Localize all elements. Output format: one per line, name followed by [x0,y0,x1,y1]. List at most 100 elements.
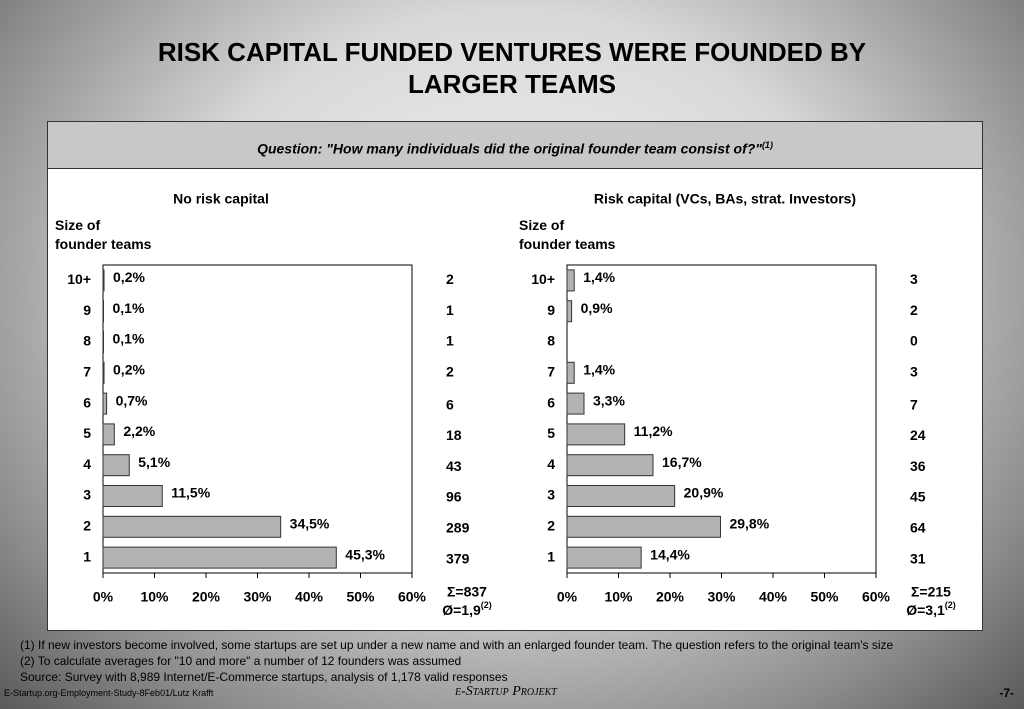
footer-logo: e-Startup Projekt [455,684,557,699]
y-axis-label-line: founder teams [55,236,152,252]
footer-left: E-Startup.org-Employment-Study-8Feb01/Lu… [4,688,214,698]
y-axis-label: Size of founder teams [55,217,152,252]
question-band: Question: "How many individuals did the … [48,122,982,169]
y-tick-label: 8 [83,333,91,349]
value-label: 3,3% [593,392,625,408]
bar [102,485,163,507]
avg-label-group: Ø=3,1(2) [906,600,956,617]
avg-label-group: Ø=1,9(2) [442,600,492,617]
y-tick-label: 10+ [67,271,91,287]
y-axis-label-line: Size of [55,217,100,233]
count-label: 7 [910,396,918,412]
bar [566,515,721,538]
bar [102,515,282,538]
value-label: 20,9% [684,485,724,501]
count-label: 1 [446,333,454,349]
content-box: Question: "How many individuals did the … [47,121,983,631]
bar [566,361,575,384]
question-note: (1) [761,140,773,150]
value-label: 45,3% [345,546,385,562]
footnote: (2) To calculate averages for "10 and mo… [20,654,462,668]
chart-title: No risk capital [173,191,269,207]
y-tick-label: 4 [547,456,555,472]
value-label: 0,7% [116,392,148,408]
x-tick-label: 60% [398,589,427,605]
y-tick-label: 8 [547,333,555,349]
value-label: 1,4% [583,269,615,285]
count-label: 43 [446,458,462,474]
count-label: 1 [446,302,454,318]
bar [102,454,130,477]
count-label: 64 [910,520,926,536]
count-label: 96 [446,489,462,505]
bar [566,423,626,446]
count-label: 289 [446,520,470,536]
count-label: 2 [446,271,454,287]
value-label: 0,2% [113,362,145,378]
value-label: 16,7% [662,454,702,470]
count-label: 2 [446,364,454,380]
x-tick-label: 20% [656,589,685,605]
value-label: 0,2% [113,269,145,285]
bar [566,300,573,323]
bar [566,392,585,415]
bar [102,300,105,323]
y-tick-label: 3 [547,487,555,503]
count-label: 31 [910,550,926,566]
value-label: 11,2% [634,423,673,439]
x-tick-label: 10% [604,589,633,605]
y-tick-label: 6 [83,394,91,410]
count-label: 6 [446,396,454,412]
avg-note: (2) [945,600,956,610]
count-label: 379 [446,550,470,566]
slide-title: RISK CAPITAL FUNDED VENTURES WERE FOUNDE… [157,37,867,99]
bar [566,546,642,569]
sum-label: Σ=837 [447,584,487,600]
footnote: (1) If new investors become involved, so… [20,638,894,652]
x-tick-label: 0% [557,589,578,605]
x-tick-label: 30% [243,589,272,605]
bar [102,423,115,446]
x-tick-label: 50% [346,589,375,605]
footnote: Source: Survey with 8,989 Internet/E-Com… [20,670,508,684]
bar [566,485,676,507]
value-label: 0,9% [581,300,613,316]
count-label: 24 [910,427,926,443]
bar [102,331,105,353]
count-label: 36 [910,458,926,474]
x-tick-label: 30% [707,589,736,605]
avg-label: Ø=1,9 [442,602,481,618]
bar [102,546,337,569]
y-tick-label: 4 [83,456,91,472]
x-tick-label: 40% [759,589,788,605]
value-label: 1,4% [583,362,615,378]
value-label: 5,1% [138,454,170,470]
x-tick-label: 10% [140,589,169,605]
x-tick-label: 20% [192,589,221,605]
value-label: 2,2% [123,423,155,439]
question: Question: "How many individuals did the … [257,140,762,157]
page-number: -7- [999,686,1014,700]
y-tick-label: 6 [547,394,555,410]
value-label: 0,1% [113,331,145,347]
value-label: 29,8% [729,516,769,532]
x-tick-label: 60% [862,589,891,605]
y-tick-label: 3 [83,487,91,503]
bar [102,361,105,384]
avg-note: (2) [481,600,492,610]
y-axis-label: Size of founder teams [519,217,616,252]
y-tick-label: 5 [83,425,91,441]
y-tick-label: 5 [547,425,555,441]
bar [566,454,654,477]
bar [566,269,575,292]
value-label: 11,5% [171,485,210,501]
bar [102,269,105,292]
y-tick-label: 1 [83,548,91,564]
count-label: 3 [910,364,918,380]
count-label: 18 [446,427,462,443]
value-label: 34,5% [290,516,330,532]
y-tick-label: 9 [547,302,555,318]
y-axis-label-line: founder teams [519,236,616,252]
